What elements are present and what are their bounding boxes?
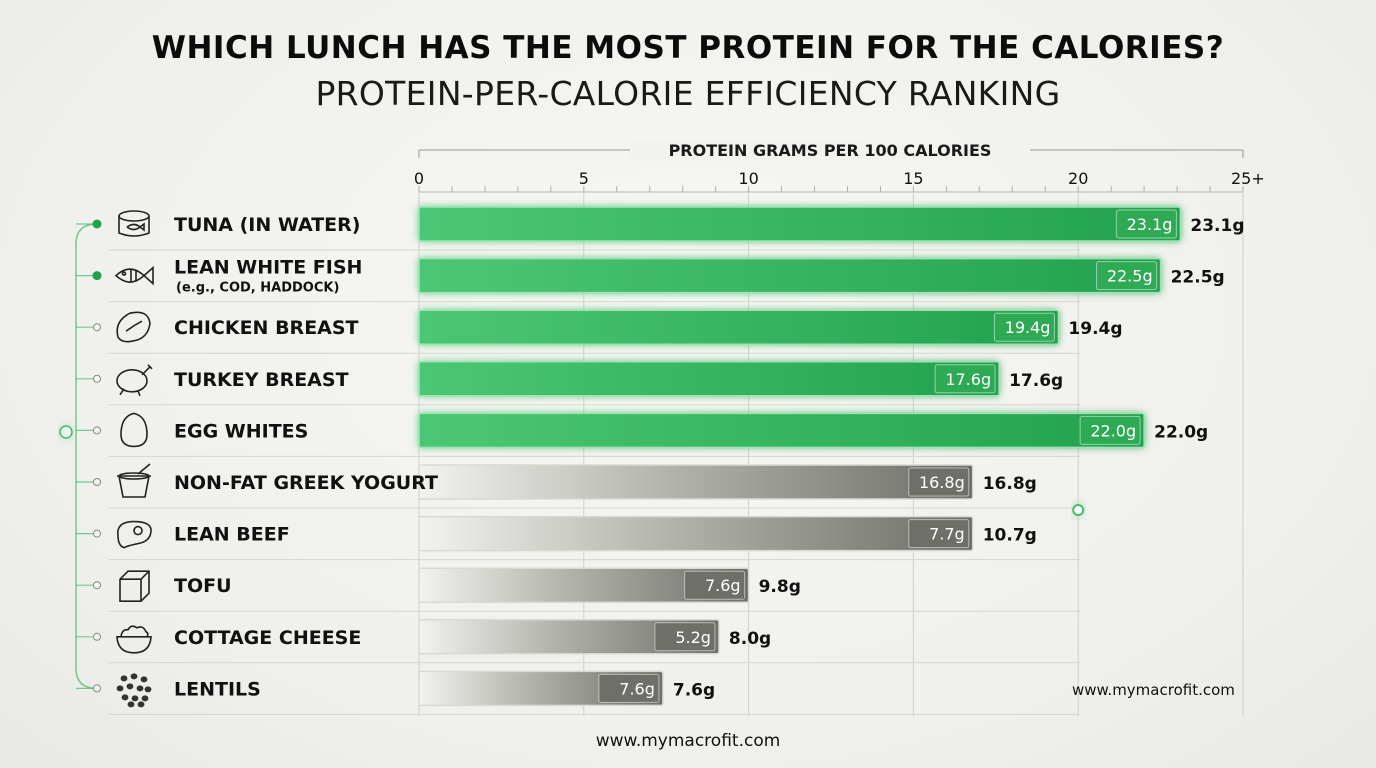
bar <box>418 309 1060 345</box>
bar-value-chip <box>1096 261 1158 291</box>
bar-inside-label: 7.6g <box>619 679 655 698</box>
row-bullet-filled <box>92 271 102 281</box>
bar <box>418 515 974 552</box>
bar-inside-label: 22.5g <box>1107 267 1153 286</box>
bar <box>418 257 1162 294</box>
category-label: NON-FAT GREEK YOGURT <box>174 472 438 494</box>
chicken-breast-icon <box>116 311 151 343</box>
bar-value-label: 7.6g <box>673 680 715 700</box>
bar-value-label: 23.1g <box>1190 216 1244 236</box>
category-label: LEAN BEEF <box>174 524 290 546</box>
row-bullet-hollow <box>93 581 101 590</box>
bar-inside-label: 7.7g <box>929 525 965 544</box>
row-bullet-hollow <box>93 323 101 332</box>
bar-value-chip <box>684 570 746 600</box>
category-label: EGG WHITES <box>174 420 308 442</box>
egg-icon <box>120 412 148 448</box>
bar <box>418 464 974 500</box>
x-axis-title: PROTEIN GRAMS PER 100 CALORIES <box>630 141 1030 160</box>
row-bullet-hollow <box>93 632 101 641</box>
bar-value-chip <box>908 467 970 497</box>
row-bullet-hollow <box>93 529 101 538</box>
bar-value-label: 22.5g <box>1171 268 1225 288</box>
tree-connector-line <box>75 223 98 690</box>
bar-value-label: 17.6g <box>1009 371 1063 391</box>
bar-value-label: 16.8g <box>983 474 1037 494</box>
x-tick-label: 15 <box>903 169 923 188</box>
category-label: LEAN WHITE FISH <box>174 257 362 279</box>
lentils-icon <box>116 673 152 708</box>
x-tick-label: 10 <box>738 169 758 188</box>
bar-value-label: 22.0g <box>1154 422 1208 442</box>
bar-inside-label: 17.6g <box>945 370 991 389</box>
category-label: LENTILS <box>174 678 261 700</box>
turkey-icon <box>116 364 153 397</box>
steak-icon <box>117 520 152 549</box>
footer-website-center: www.mymacrofit.com <box>595 731 781 751</box>
bar-value-chip <box>908 519 970 549</box>
x-tick-label: 5 <box>579 169 589 188</box>
bar-value-chip <box>1079 415 1141 445</box>
chart-title: WHICH LUNCH HAS THE MOST PROTEIN FOR THE… <box>151 30 1225 66</box>
bar <box>418 361 1000 397</box>
bar <box>418 619 720 655</box>
category-sublabel: (e.g., COD, HADDOCK) <box>176 281 339 296</box>
row-bullet-hollow <box>93 374 101 383</box>
category-label: TURKEY BREAST <box>174 369 349 391</box>
bar-value-label: 19.4g <box>1068 319 1122 339</box>
bar <box>418 412 1145 449</box>
bar-inside-label: 5.2g <box>675 628 711 647</box>
tuna-can-icon <box>118 210 150 237</box>
bar-value-chip <box>934 364 996 394</box>
yogurt-cup-icon <box>117 463 151 498</box>
category-label: TUNA (IN WATER) <box>174 214 360 236</box>
bar-inside-label: 7.6g <box>705 576 741 595</box>
cottage-cheese-bowl-icon <box>116 625 152 654</box>
category-label: COTTAGE CHEESE <box>174 627 361 649</box>
x-tick-label: 20 <box>1068 169 1088 188</box>
bar <box>418 567 750 603</box>
bar-value-chip <box>993 312 1055 342</box>
bar-value-label: 10.7g <box>983 526 1037 546</box>
bar-value-chip <box>1115 209 1177 239</box>
row-bullet-hollow <box>93 684 101 693</box>
x-tick-label: 25+ <box>1231 169 1265 188</box>
bar <box>418 206 1182 242</box>
bar-inside-label: 19.4g <box>1005 318 1051 337</box>
gridline-glow-dot <box>1072 504 1085 516</box>
bar-inside-label: 23.1g <box>1127 215 1173 234</box>
tree-glow-node <box>59 425 73 439</box>
bar-inside-label: 16.8g <box>919 473 965 492</box>
category-label: CHICKEN BREAST <box>174 317 359 339</box>
row-bullet-filled <box>92 219 102 229</box>
bar-value-chip <box>598 673 660 703</box>
footer-website-right: www.mymacrofit.com <box>1072 681 1235 699</box>
category-label: TOFU <box>174 575 232 597</box>
tofu-block-icon <box>119 570 150 603</box>
row-bullet-hollow <box>93 478 101 486</box>
bar-value-label: 9.8g <box>759 577 801 597</box>
chart-subtitle: PROTEIN-PER-CALORIE EFFICIENCY RANKING <box>315 74 1061 113</box>
bar-value-chip <box>654 622 716 652</box>
bar-value-label: 8.0g <box>729 629 771 649</box>
bar-inside-label: 22.0g <box>1090 421 1136 440</box>
row-bullet-hollow <box>93 426 101 435</box>
fish-icon <box>114 265 154 286</box>
x-tick-label: 0 <box>414 169 424 188</box>
